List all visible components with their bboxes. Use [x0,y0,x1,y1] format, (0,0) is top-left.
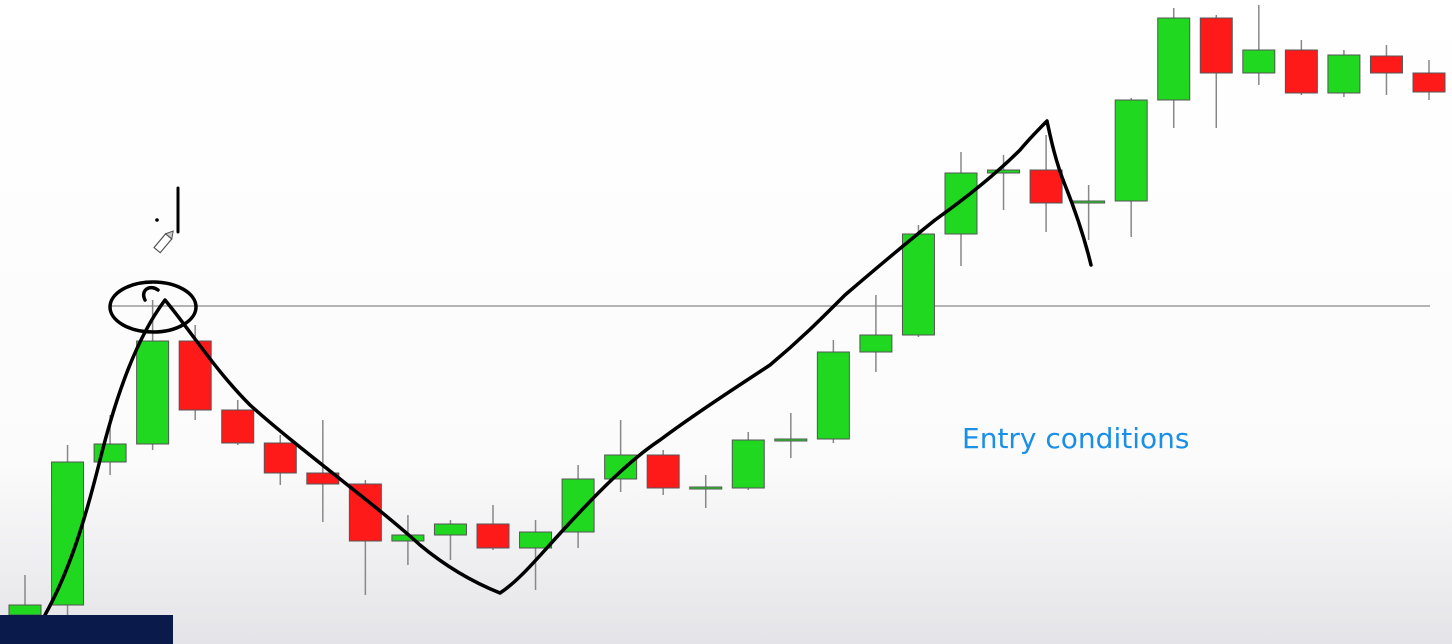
candle-body [689,486,723,490]
candle-body [1114,99,1148,202]
candle-body [1369,55,1403,74]
candle-body [263,442,297,474]
candles [8,5,1446,640]
candle-body [987,169,1021,174]
candle-body [1029,169,1063,204]
candle-body [901,233,935,336]
zigzag-line [43,119,1093,617]
candle-body [604,454,638,480]
candle-body [944,172,978,235]
candle-body [731,439,765,489]
candle-body [1199,17,1233,74]
candle-body [646,454,680,489]
candle-body [1412,72,1446,93]
scribble [142,285,160,302]
hand-drawing [43,119,1093,617]
candle-body [816,351,850,440]
candle-body [1072,200,1106,204]
candle-body [221,409,255,444]
annotation-text: Entry conditions [962,422,1189,455]
dot [155,218,159,222]
candle-body [348,483,382,542]
candle-body [433,523,467,536]
candle-body [1157,17,1191,101]
circle-mark [108,280,198,334]
candle-body [1327,54,1361,94]
video-thumbnail [0,615,173,644]
candle-body [1242,49,1276,74]
candle-body [519,531,553,549]
candle-body [136,340,170,445]
pencil-cursor [153,230,174,254]
candle-body [476,523,510,549]
candle-body [859,334,893,353]
candle-body [8,604,42,616]
candle-body [774,438,808,442]
candle-body [1284,49,1318,94]
